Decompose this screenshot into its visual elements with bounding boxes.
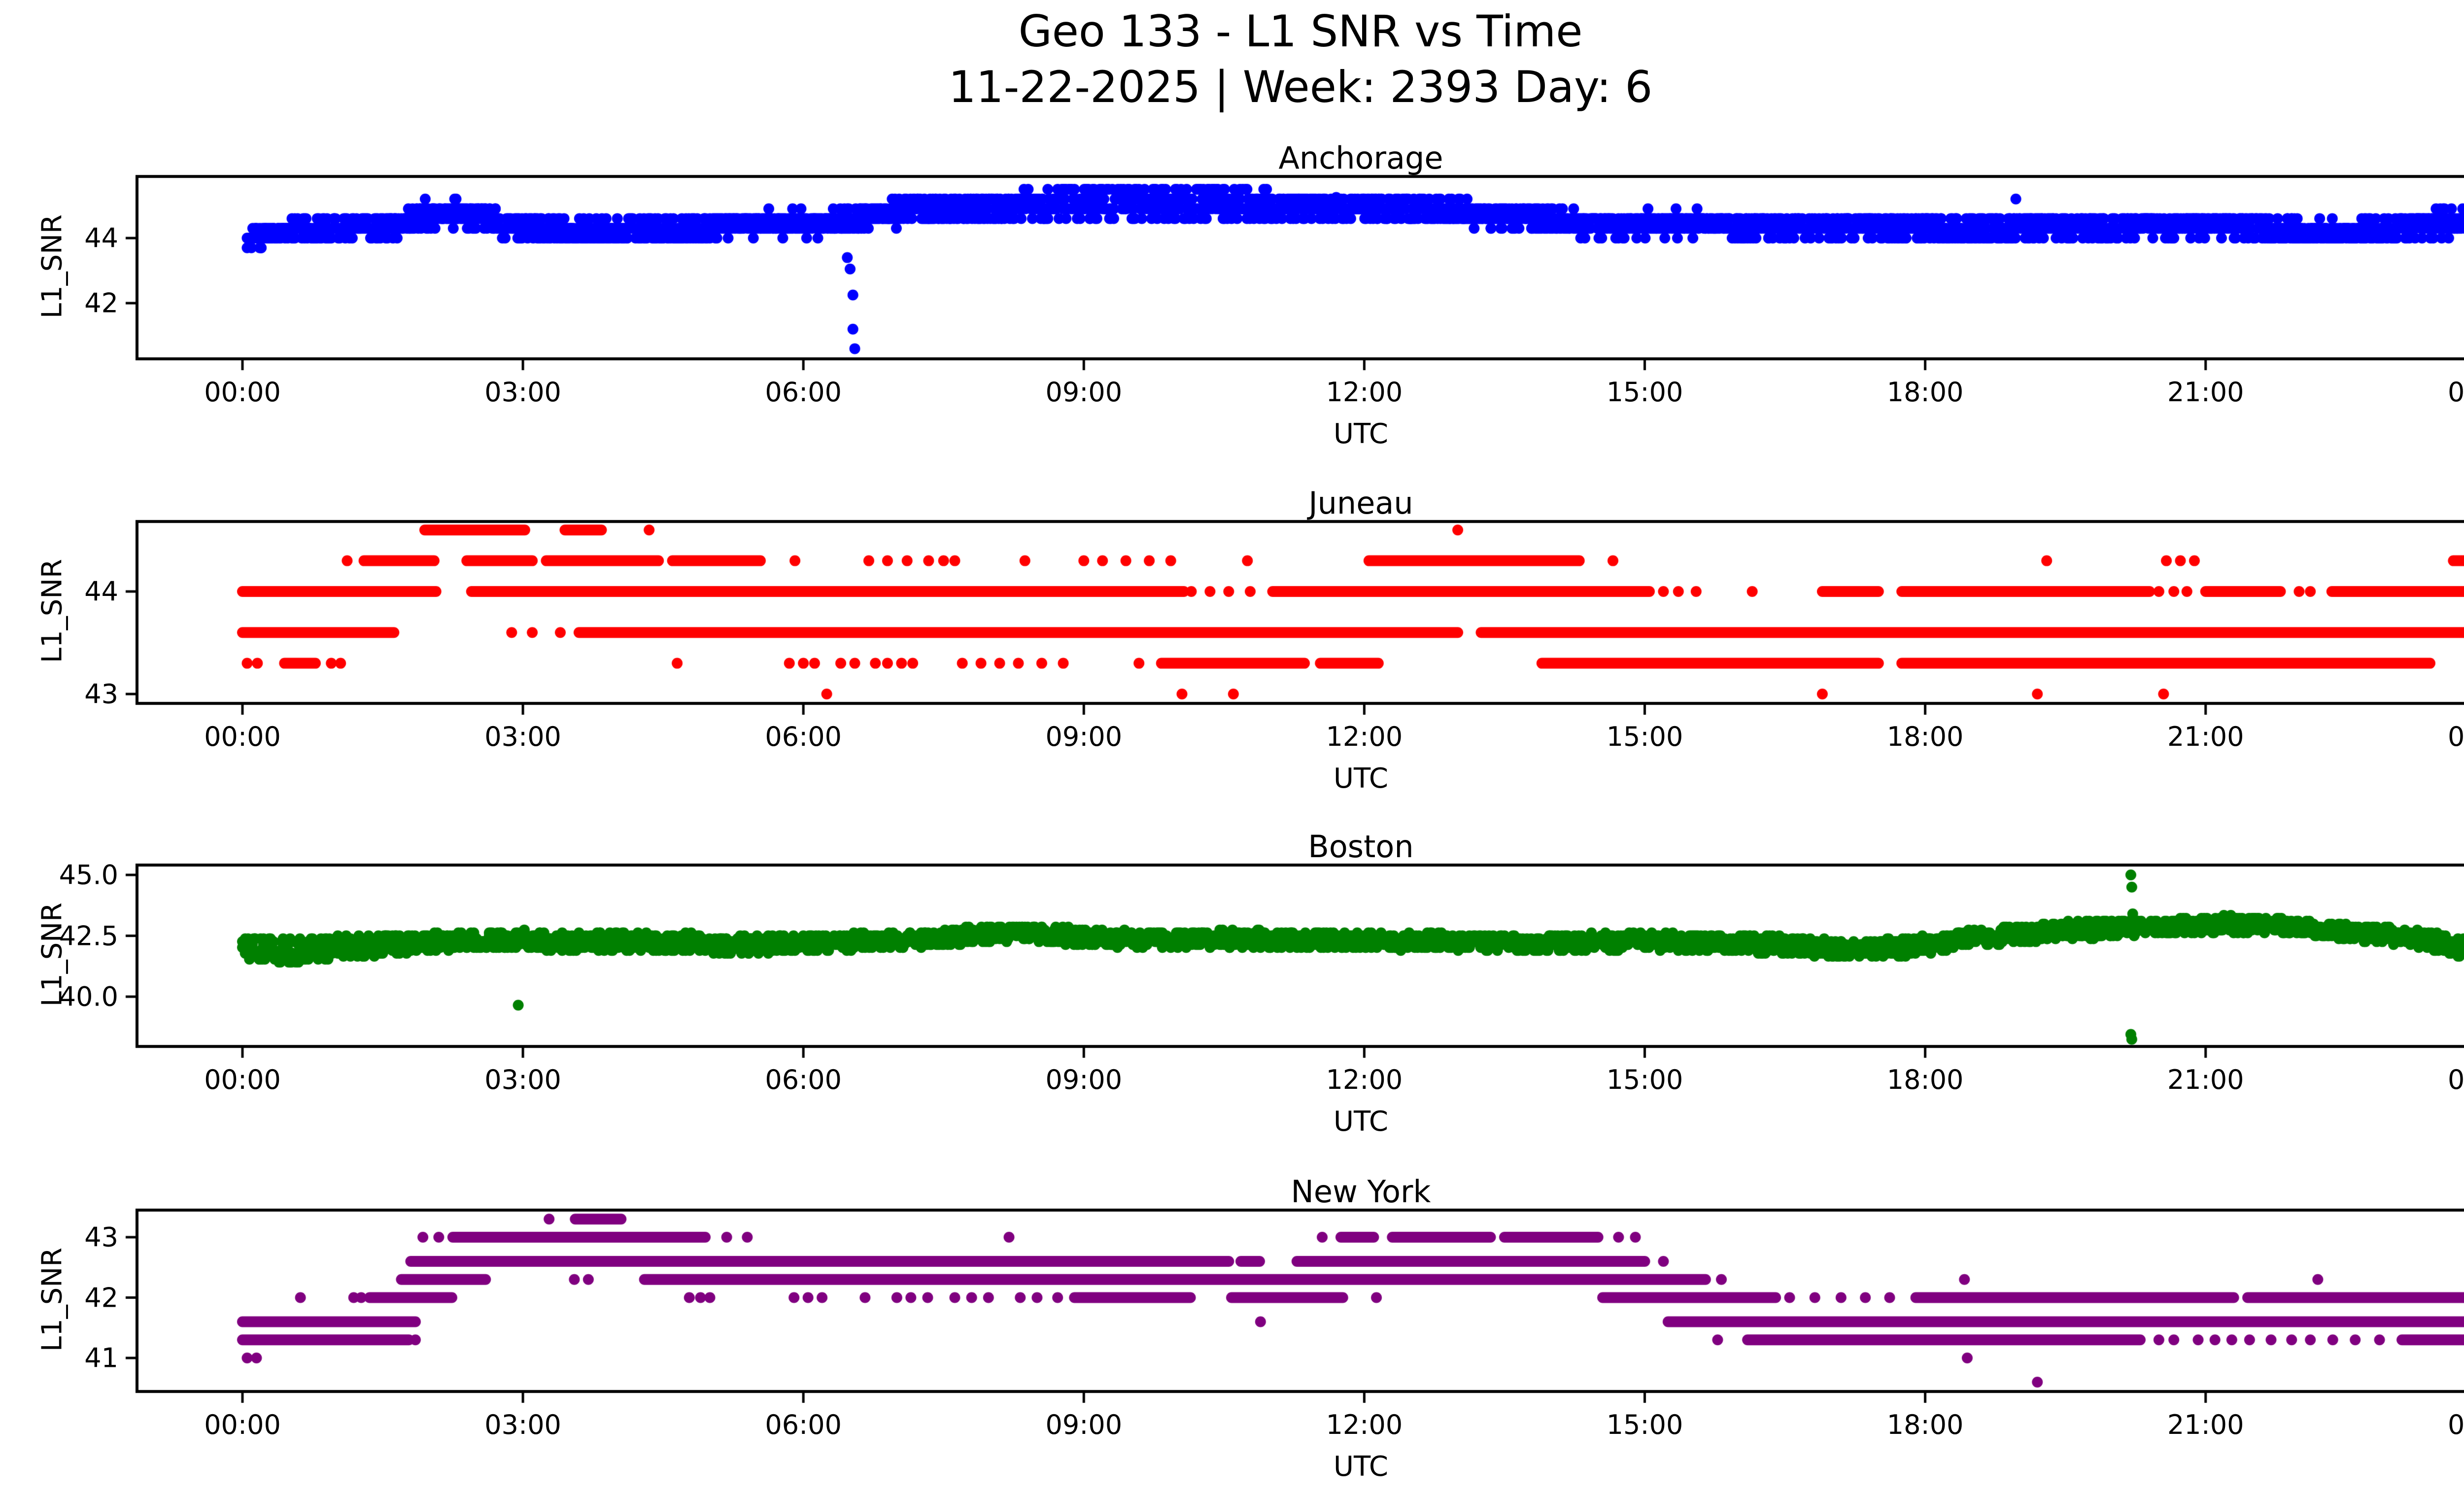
x-tick-label: 06:00: [765, 1064, 842, 1095]
x-tick-label: 21:00: [2167, 1409, 2244, 1440]
x-axis-label-anchorage: UTC: [1333, 418, 1388, 450]
x-tick-label: 03:00: [484, 1064, 561, 1095]
x-axis-label-new-york: UTC: [1333, 1451, 1388, 1483]
x-tick-label: 21:00: [2167, 721, 2244, 752]
x-tick-label: 21:00: [2167, 1064, 2244, 1095]
figure-title-line2: 11-22-2025 | Week: 2393 Day: 6: [948, 61, 1653, 112]
x-tick-label: 00:00: [204, 1064, 281, 1095]
subplot-title-boston: Boston: [1308, 829, 1414, 865]
x-tick-label: 09:00: [1045, 1064, 1123, 1095]
x-tick-label: 00:00: [204, 1409, 281, 1440]
x-tick-label: 12:00: [1326, 1409, 1403, 1440]
x-tick-label: 00:00: [204, 377, 281, 408]
y-axis-label-juneau: L1_SNR: [36, 558, 68, 663]
x-tick-label: 09:00: [1045, 377, 1123, 408]
x-tick-label: 15:00: [1606, 721, 1683, 752]
x-tick-label: 12:00: [1326, 377, 1403, 408]
y-tick-label: 43: [84, 1221, 118, 1253]
x-tick-label: 09:00: [1045, 721, 1123, 752]
x-tick-label: 15:00: [1606, 377, 1683, 408]
y-tick-label: 40.0: [59, 981, 118, 1012]
y-tick-label: 42: [84, 1282, 118, 1313]
subplot-title-new-york: New York: [1291, 1174, 1431, 1210]
y-tick-label: 42: [84, 287, 118, 319]
x-tick-label: 03:00: [484, 721, 561, 752]
x-tick-label: 18:00: [1886, 1064, 1964, 1095]
x-tick-label: 09:00: [1045, 1409, 1123, 1440]
x-tick-label: 00:00: [2447, 1064, 2464, 1095]
x-tick-label: 15:00: [1606, 1409, 1683, 1440]
x-tick-label: 15:00: [1606, 1064, 1683, 1095]
x-tick-label: 21:00: [2167, 377, 2244, 408]
x-tick-label: 03:00: [484, 377, 561, 408]
x-tick-label: 12:00: [1326, 1064, 1403, 1095]
x-tick-label: 18:00: [1886, 721, 1964, 752]
x-tick-label: 00:00: [2447, 377, 2464, 408]
x-tick-label: 00:00: [204, 721, 281, 752]
y-tick-label: 44: [84, 222, 118, 254]
x-tick-label: 06:00: [765, 1409, 842, 1440]
figure-title: Geo 133 - L1 SNR vs Time 11-22-2025 | We…: [0, 4, 2464, 115]
x-axis-label-boston: UTC: [1333, 1106, 1388, 1138]
y-axis-label-new-york: L1_SNR: [36, 1247, 68, 1352]
x-tick-label: 18:00: [1886, 377, 1964, 408]
y-tick-label: 45.0: [59, 859, 118, 891]
y-tick-label: 41: [84, 1342, 118, 1374]
y-axis-label-anchorage: L1_SNR: [36, 214, 68, 319]
x-tick-label: 06:00: [765, 377, 842, 408]
x-tick-label: 12:00: [1326, 721, 1403, 752]
x-tick-label: 18:00: [1886, 1409, 1964, 1440]
x-tick-label: 03:00: [484, 1409, 561, 1440]
x-tick-label: 06:00: [765, 721, 842, 752]
x-axis-label-juneau: UTC: [1333, 763, 1388, 795]
subplot-title-juneau: Juneau: [1308, 485, 1413, 521]
y-tick-label: 43: [84, 678, 118, 710]
x-tick-label: 00:00: [2447, 721, 2464, 752]
y-tick-label: 42.5: [59, 920, 118, 951]
subplot-title-anchorage: Anchorage: [1278, 140, 1443, 176]
y-tick-label: 44: [84, 576, 118, 607]
x-tick-label: 00:00: [2447, 1409, 2464, 1440]
figure-title-line1: Geo 133 - L1 SNR vs Time: [1018, 6, 1583, 57]
